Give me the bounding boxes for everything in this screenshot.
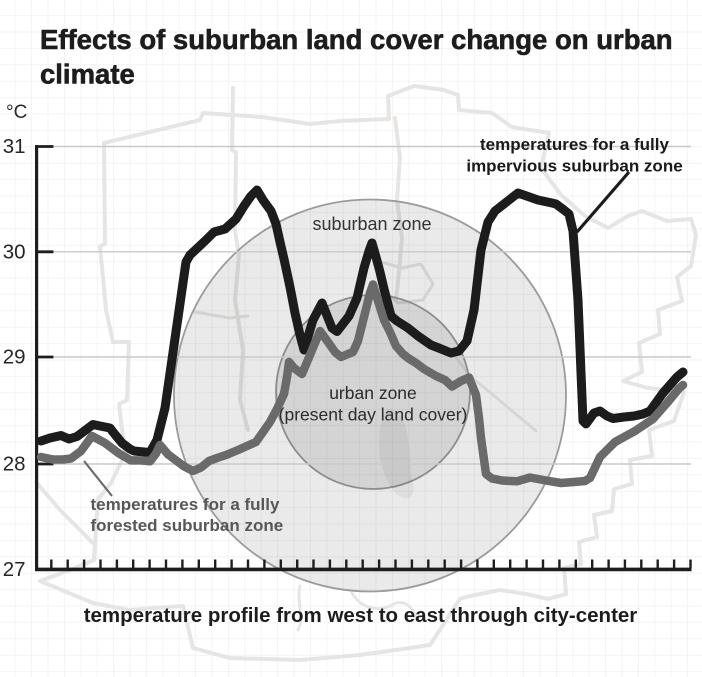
svg-text:Effects of suburban land cover: Effects of suburban land cover change on… (40, 24, 673, 55)
svg-text:(present day land cover): (present day land cover) (279, 405, 468, 425)
svg-text:suburban zone: suburban zone (312, 214, 431, 234)
svg-text:urban zone: urban zone (329, 383, 417, 403)
svg-text:°C: °C (6, 102, 27, 123)
svg-text:forested suburban zone: forested suburban zone (91, 516, 284, 535)
svg-text:28: 28 (3, 453, 26, 476)
svg-text:temperatures for a fully: temperatures for a fully (91, 495, 280, 514)
svg-text:27: 27 (3, 558, 26, 581)
svg-text:30: 30 (3, 240, 26, 263)
svg-text:impervious suburban zone: impervious suburban zone (466, 157, 682, 176)
svg-text:29: 29 (3, 346, 26, 369)
svg-text:temperatures for a fully: temperatures for a fully (480, 135, 669, 154)
svg-text:climate: climate (40, 59, 135, 90)
svg-text:temperature profile from west: temperature profile from west to east th… (84, 604, 638, 627)
svg-text:31: 31 (3, 135, 26, 158)
